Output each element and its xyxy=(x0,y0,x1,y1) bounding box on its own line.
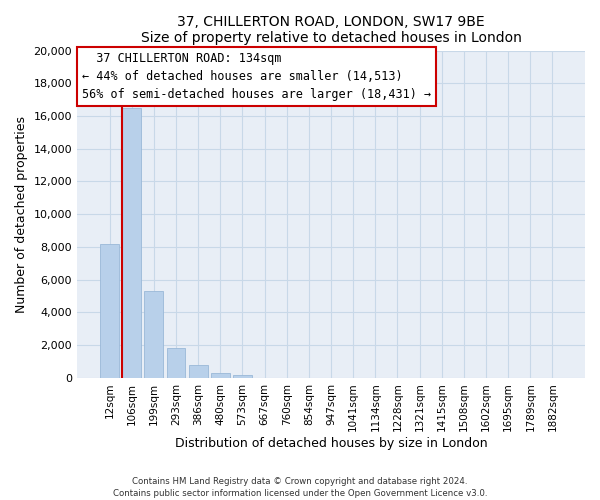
Bar xyxy=(189,364,208,378)
Text: 37 CHILLERTON ROAD: 134sqm
← 44% of detached houses are smaller (14,513)
56% of : 37 CHILLERTON ROAD: 134sqm ← 44% of deta… xyxy=(82,52,431,101)
Bar xyxy=(167,348,185,378)
Title: 37, CHILLERTON ROAD, LONDON, SW17 9BE
Size of property relative to detached hous: 37, CHILLERTON ROAD, LONDON, SW17 9BE Si… xyxy=(140,15,521,45)
Bar xyxy=(100,244,119,378)
Text: Contains HM Land Registry data © Crown copyright and database right 2024.
Contai: Contains HM Land Registry data © Crown c… xyxy=(113,476,487,498)
Bar xyxy=(211,373,230,378)
Bar xyxy=(145,291,163,378)
Bar xyxy=(233,374,252,378)
Y-axis label: Number of detached properties: Number of detached properties xyxy=(15,116,28,312)
Bar xyxy=(122,108,141,378)
X-axis label: Distribution of detached houses by size in London: Distribution of detached houses by size … xyxy=(175,437,487,450)
